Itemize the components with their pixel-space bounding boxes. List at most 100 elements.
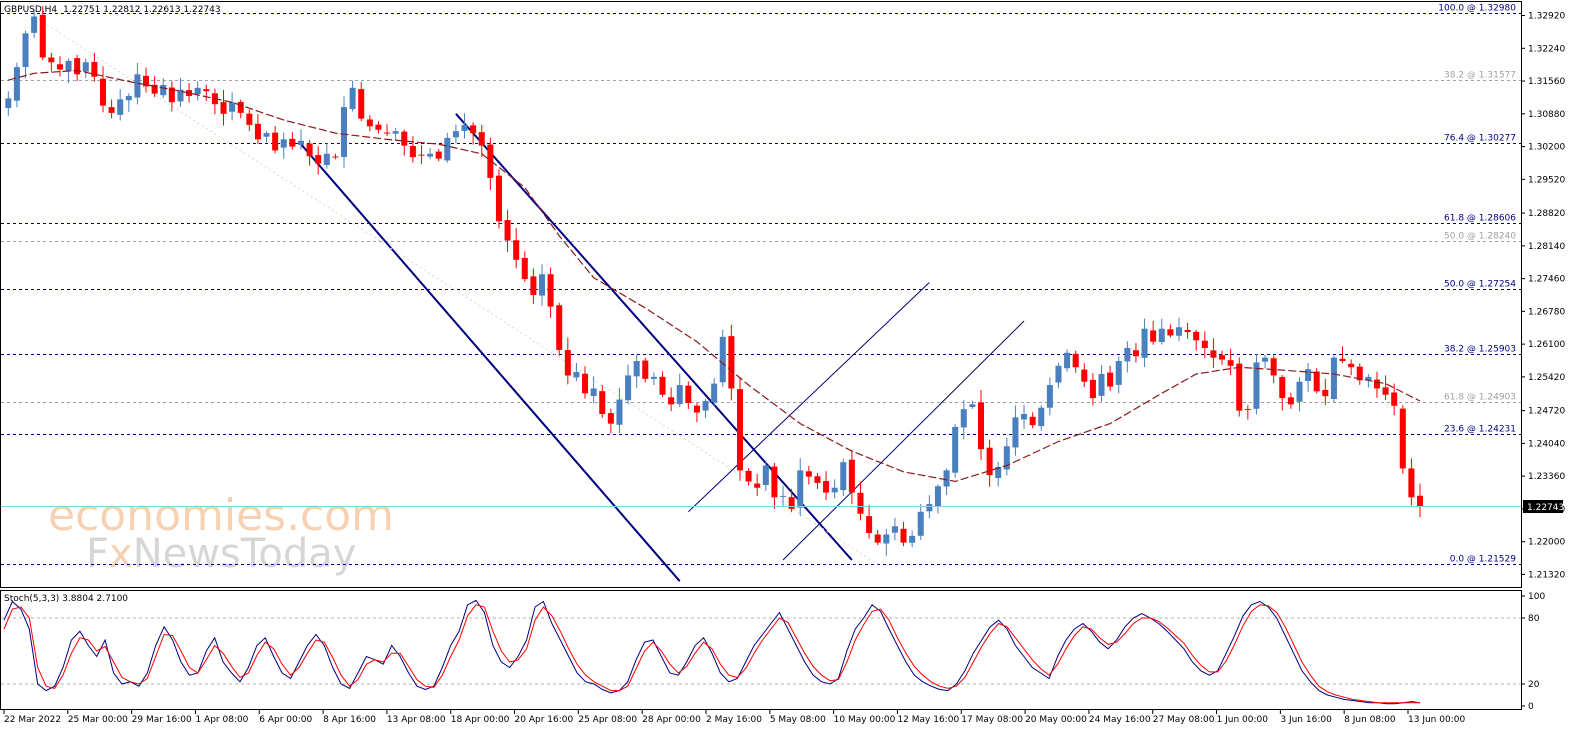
x-tick-label: 3 Jun 16:00 [1280, 715, 1332, 725]
candle [1305, 363, 1312, 392]
candle [263, 131, 270, 143]
ma-line [8, 69, 1421, 483]
y-tick-label: 1.27460 [1528, 275, 1565, 285]
candle [1279, 374, 1286, 411]
candle [289, 131, 296, 150]
candle [676, 373, 683, 408]
fib-levels: 100.0 @ 1.32980 38.2 @ 1.31577 76.4 @ 1.30… [1, 4, 1521, 565]
candle [1244, 405, 1251, 420]
candle [874, 529, 881, 546]
fib-label: 61.8 @ 1.28606 [1444, 214, 1516, 224]
candle [117, 89, 124, 121]
fib-label: 38.2 @ 1.25903 [1444, 345, 1516, 355]
candle [1236, 357, 1243, 417]
trend-line [300, 143, 681, 582]
stoch-tick-label: 80 [1528, 614, 1540, 624]
candle [229, 92, 236, 121]
candle [1064, 349, 1071, 372]
candle [633, 354, 640, 388]
candle [702, 398, 709, 419]
x-tick-label: 6 Apr 00:00 [259, 715, 312, 725]
candle [538, 264, 546, 306]
candle [461, 113, 468, 139]
stoch-tick-label: 20 [1528, 680, 1540, 690]
candle [642, 357, 649, 383]
candle [48, 53, 55, 72]
fib-label: 38.2 @ 1.31577 [1444, 71, 1516, 81]
candle [272, 125, 279, 154]
candle [1339, 346, 1346, 364]
x-tick-label: 10 May 00:00 [834, 715, 896, 725]
candle [1003, 437, 1010, 476]
x-tick-label: 27 May 08:00 [1153, 715, 1215, 725]
candle [91, 52, 98, 82]
x-tick-label: 29 Mar 16:00 [132, 715, 192, 725]
candle [728, 324, 735, 401]
candle [1029, 412, 1036, 429]
x-tick-label: 13 Apr 08:00 [387, 715, 446, 725]
y-tick-label: 1.25420 [1528, 373, 1565, 383]
candle [521, 251, 528, 282]
candle [952, 424, 959, 478]
candle [1322, 378, 1329, 406]
stoch-pane [0, 590, 1522, 710]
candle [547, 267, 554, 318]
candle [582, 366, 589, 399]
x-tick-label: 22 Mar 2022 [4, 715, 61, 725]
x-tick-label: 17 May 08:00 [961, 715, 1023, 725]
candle [108, 99, 115, 119]
y-tick-label: 1.28820 [1528, 209, 1565, 219]
candle [1356, 363, 1363, 385]
x-tick-label: 20 May 00:00 [1025, 715, 1087, 725]
candle [125, 93, 132, 112]
candle [1150, 320, 1157, 345]
candle [358, 81, 365, 122]
candle [1167, 324, 1174, 338]
candle [693, 402, 700, 423]
candle [607, 408, 614, 434]
candle [1107, 365, 1114, 392]
y-tick-label: 1.32920 [1528, 12, 1565, 22]
stoch-main-line [3, 599, 1421, 705]
candle [1348, 359, 1355, 376]
candle [341, 96, 348, 168]
candle [805, 465, 812, 485]
candle [1115, 356, 1122, 394]
candle [495, 169, 502, 229]
fib-label: 0.0 @ 1.21529 [1450, 555, 1517, 565]
candle [332, 153, 339, 160]
trend-line [782, 320, 1025, 561]
candle [909, 530, 916, 548]
candle [857, 481, 864, 521]
candle [1012, 405, 1019, 456]
candle [323, 143, 330, 169]
x-tick-label: 20 Apr 16:00 [515, 715, 574, 725]
candle [39, 5, 46, 61]
candle [823, 471, 830, 501]
fib-label: 61.8 @ 1.24903 [1444, 393, 1516, 403]
watermark-economies: economies.com [48, 490, 394, 541]
current-price-label: 1.22743 [1527, 503, 1564, 513]
main-pane [0, 1, 1522, 588]
y-tick-label: 1.30880 [1528, 110, 1565, 120]
moving-average [8, 69, 1421, 483]
y-tick-label: 1.24720 [1528, 407, 1565, 417]
candle [668, 387, 675, 412]
candle [56, 56, 63, 77]
x-tick-label: 25 Mar 00:00 [68, 715, 128, 725]
x-tick-label: 2 May 16:00 [706, 715, 762, 725]
candle [1193, 329, 1200, 351]
candle [1373, 371, 1380, 398]
candle [297, 129, 304, 150]
watermark: economies.com FxNewsToday [48, 490, 394, 577]
candle [754, 473, 761, 496]
y-tick-label: 1.29520 [1528, 175, 1565, 185]
candle [435, 148, 442, 162]
candle [444, 132, 451, 163]
candle [1201, 331, 1208, 359]
candle [573, 362, 580, 382]
candle [866, 504, 873, 539]
stoch-lines [3, 599, 1421, 705]
candle [650, 372, 657, 386]
candle [418, 145, 425, 164]
